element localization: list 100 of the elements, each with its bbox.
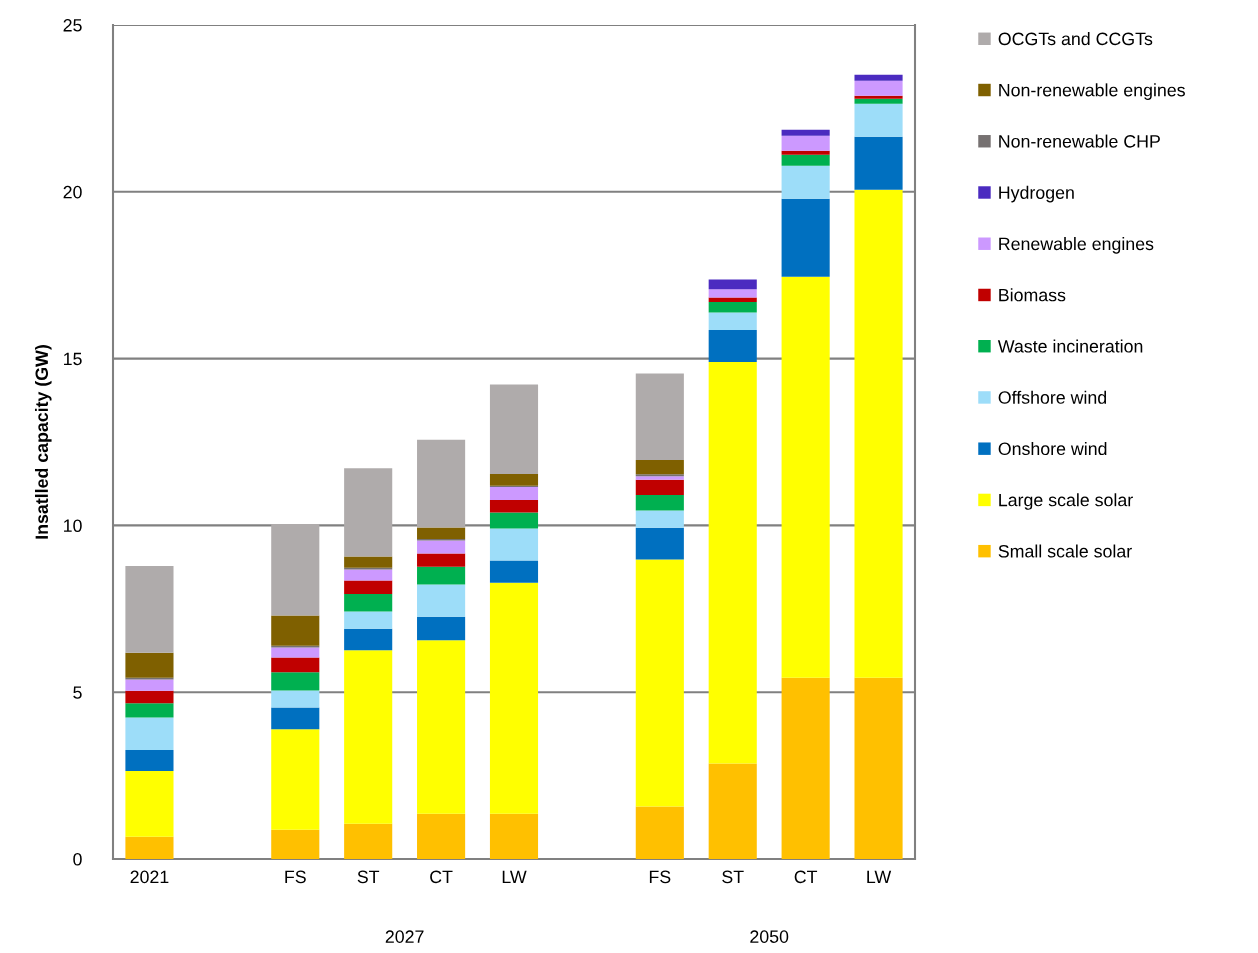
x-tick-label: FS [649, 870, 671, 884]
bar [781, 276, 830, 678]
bar [635, 495, 684, 511]
bar [708, 297, 757, 302]
text: 2050 [750, 930, 789, 943]
bar [781, 198, 830, 277]
bar [708, 312, 757, 330]
x-tick-label: ST [722, 870, 744, 884]
bar [271, 729, 320, 830]
bar [781, 677, 830, 859]
bar [344, 611, 393, 629]
bar [635, 510, 684, 528]
bar [781, 150, 830, 155]
bar [125, 652, 174, 678]
bar [271, 524, 320, 616]
bar [271, 672, 320, 691]
bar [125, 836, 174, 859]
bar [854, 80, 903, 96]
bar [125, 690, 174, 704]
bar [708, 763, 757, 859]
legend-label: Offshore wind [998, 390, 1107, 404]
bar [781, 154, 830, 166]
bar [417, 813, 466, 859]
bar [344, 468, 393, 557]
x-tick-label: FS [285, 870, 306, 884]
legend-label: Waste incineration [997, 339, 1143, 353]
bar [635, 373, 684, 461]
bar [489, 500, 539, 513]
bar [489, 528, 539, 561]
y-tick-label: 0 [73, 853, 82, 866]
bar [125, 566, 174, 653]
y-tick-label: 5 [73, 686, 82, 699]
bar [271, 647, 320, 658]
bar [417, 616, 466, 641]
bar [635, 806, 684, 859]
bar [417, 527, 466, 540]
bar [417, 584, 466, 617]
bar [125, 679, 174, 691]
y-axis-title: Insatlled capacity (GW) [34, 345, 52, 539]
y-tick-label: 15 [64, 352, 82, 366]
bar [271, 690, 320, 708]
bar [271, 615, 320, 646]
y-tick-label: 10 [64, 519, 82, 533]
legend-label: Large scale solar [999, 493, 1133, 510]
bar [489, 487, 539, 501]
legend-label: OCGTs and CCGTs [998, 32, 1153, 46]
bar [635, 559, 684, 807]
bar [417, 566, 466, 585]
legend-label: Hydrogen [999, 185, 1074, 203]
bar [489, 512, 539, 529]
bar [125, 749, 174, 771]
bar [854, 136, 903, 190]
bar [271, 657, 320, 673]
bar [344, 650, 393, 824]
x-tick-label: CT [430, 870, 453, 884]
bar [344, 556, 393, 568]
bar [489, 384, 539, 475]
bar [489, 582, 539, 814]
bar [708, 279, 757, 290]
legend-label: Non-renewable CHP [999, 134, 1160, 148]
legend-label: Renewable engines [999, 237, 1154, 254]
bar [854, 103, 903, 137]
bar [344, 823, 393, 859]
bar [417, 553, 466, 567]
bar [854, 189, 903, 678]
y-tick-label: 25 [63, 19, 82, 32]
bar [781, 165, 830, 199]
bar [708, 289, 757, 298]
legend-label: Biomass [999, 288, 1066, 302]
bar [708, 329, 757, 362]
x-tick-label: LW [502, 870, 527, 883]
bar [635, 527, 684, 560]
bar [125, 770, 174, 837]
legend-label: Onshore wind [998, 442, 1107, 456]
x-tick-label: ST [357, 870, 380, 884]
legend-label: Small scale solar [998, 544, 1132, 558]
bar [417, 640, 466, 814]
bar [635, 479, 684, 496]
bar [489, 560, 539, 583]
x-tick-label: CT [794, 870, 818, 884]
bar [417, 540, 466, 554]
x-tick-label: 2021 [130, 870, 169, 884]
bar [854, 98, 903, 104]
bar [271, 829, 320, 859]
bar [417, 439, 466, 528]
bar [781, 135, 830, 151]
bar [344, 569, 393, 581]
bar [344, 628, 393, 651]
bar [854, 95, 903, 99]
bar [708, 301, 757, 313]
bar [344, 580, 393, 595]
bar [125, 717, 174, 750]
bar [854, 677, 903, 859]
bar [125, 703, 174, 718]
bar [854, 74, 903, 81]
bar [344, 594, 393, 612]
bar [708, 361, 757, 764]
bar [489, 474, 539, 486]
bar [489, 813, 539, 859]
bar [635, 460, 684, 475]
